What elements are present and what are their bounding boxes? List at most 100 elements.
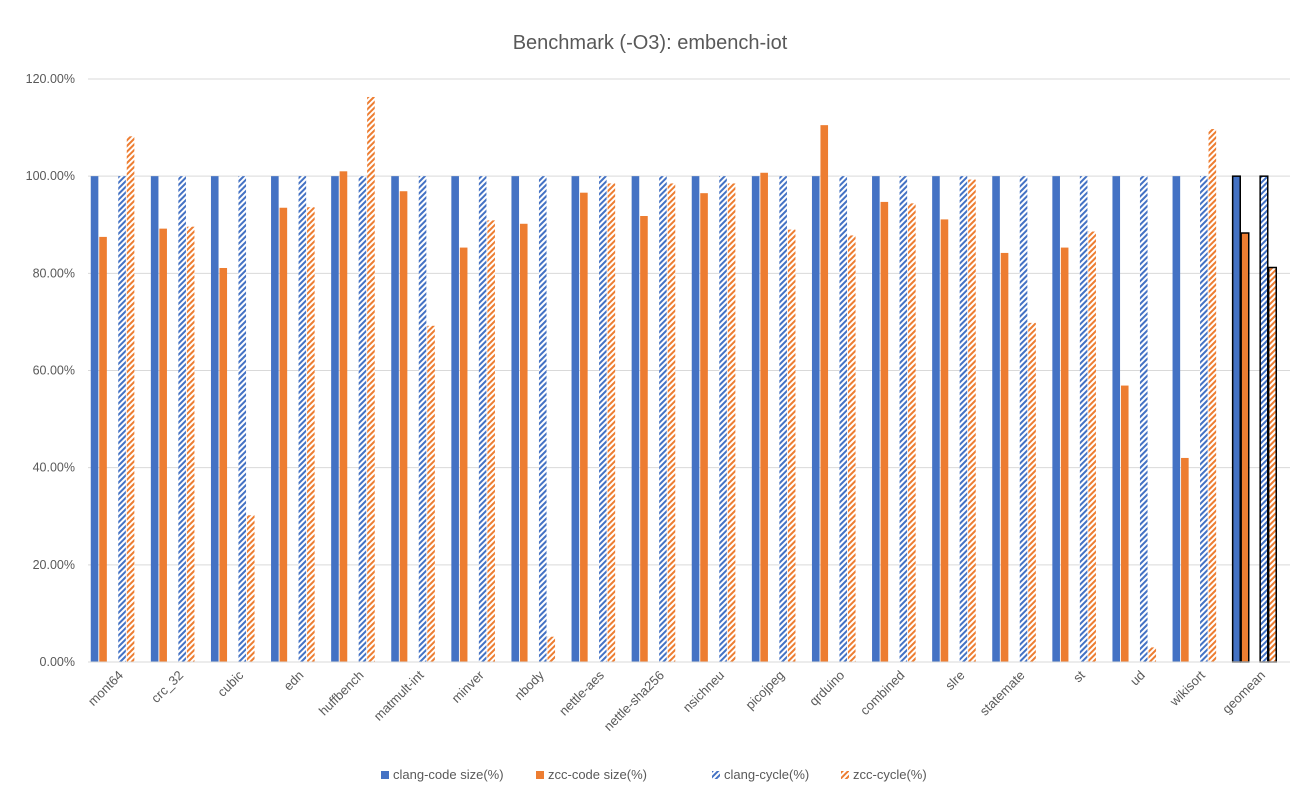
- bar-qrduino-series-1: [820, 125, 829, 662]
- bar-nettle-aes-series-2: [599, 176, 607, 662]
- y-tick-label: 40.00%: [33, 461, 75, 475]
- bar-nettle-sha256-series-1: [640, 216, 648, 662]
- bar-crc_32-series-1: [159, 228, 167, 663]
- bar-crc_32-series-0: [150, 176, 159, 662]
- bar-geomean-series-2: [1259, 175, 1269, 663]
- bar-wikisort-series-1: [1181, 457, 1189, 662]
- bar-slre-series-3: [968, 179, 976, 662]
- x-category-label: edn: [281, 668, 307, 694]
- bar-cubic-series-1: [219, 267, 228, 662]
- x-category-label: ud: [1127, 668, 1148, 689]
- legend-swatch: [536, 771, 544, 779]
- bar-combined-series-1: [880, 201, 889, 662]
- bar-st-series-0: [1052, 176, 1060, 662]
- legend-swatch: [712, 771, 720, 779]
- bar-mont64-series-2: [118, 176, 126, 662]
- legend-swatch: [841, 771, 849, 779]
- bar-matmult-int-series-1: [399, 191, 408, 663]
- x-category-label: geomean: [1219, 668, 1268, 717]
- bar-edn-series-1: [279, 207, 288, 662]
- y-tick-label: 80.00%: [33, 266, 75, 280]
- bar-huffbench-series-3: [367, 96, 375, 662]
- bar-nettle-sha256-series-0: [631, 176, 640, 662]
- bar-nbody-series-3: [547, 636, 556, 662]
- bar-picojpeg-series-2: [779, 176, 787, 662]
- legend-label: clang-cycle(%): [724, 767, 809, 782]
- legend-swatch: [381, 771, 389, 779]
- bar-combined-series-0: [872, 176, 880, 662]
- bar-qrduino-series-2: [839, 176, 848, 662]
- x-category-label: nbody: [511, 667, 547, 703]
- bar-nsichneu-series-0: [691, 176, 700, 662]
- bar-picojpeg-series-1: [760, 172, 768, 662]
- bar-combined-series-2: [899, 176, 908, 662]
- bar-mont64-series-0: [90, 176, 99, 662]
- x-category-label: combined: [857, 668, 907, 718]
- bar-picojpeg-series-3: [787, 229, 796, 662]
- x-category-label: qrduino: [806, 668, 847, 709]
- bar-st-series-2: [1079, 176, 1088, 662]
- bar-minver-series-3: [487, 220, 495, 662]
- bars: [90, 96, 1278, 663]
- legend-label: clang-code size(%): [393, 767, 504, 782]
- x-category-label: wikisort: [1166, 667, 1208, 709]
- x-category-label: cubic: [214, 667, 246, 699]
- bar-crc_32-series-2: [178, 176, 186, 662]
- bar-nettle-aes-series-0: [571, 176, 580, 662]
- bar-crc_32-series-3: [186, 226, 195, 662]
- bar-wikisort-series-0: [1172, 176, 1181, 662]
- bar-cubic-series-2: [238, 176, 247, 662]
- x-category-label: mont64: [85, 668, 126, 709]
- bar-statemate-series-1: [1000, 252, 1009, 662]
- x-category-label: picojpeg: [742, 668, 787, 713]
- bar-slre-series-2: [959, 176, 968, 662]
- bar-combined-series-3: [908, 203, 916, 662]
- bar-mont64-series-3: [126, 136, 135, 662]
- bar-nbody-series-2: [538, 176, 547, 662]
- bar-ud-series-2: [1139, 176, 1148, 662]
- bar-slre-series-0: [932, 176, 940, 662]
- bar-cubic-series-0: [210, 176, 219, 662]
- bar-huffbench-series-2: [358, 176, 367, 662]
- bar-nsichneu-series-3: [727, 183, 736, 662]
- y-tick-label: 60.00%: [33, 364, 75, 378]
- bar-wikisort-series-3: [1208, 129, 1217, 662]
- gridlines: [88, 78, 1290, 566]
- bar-nettle-sha256-series-2: [659, 176, 667, 662]
- bar-wikisort-series-2: [1200, 176, 1208, 662]
- bar-nbody-series-1: [519, 223, 528, 663]
- bar-huffbench-series-1: [339, 171, 348, 662]
- legend: clang-code size(%) zcc-code size(%) clang-…: [381, 767, 927, 782]
- bar-matmult-int-series-0: [391, 176, 399, 662]
- bar-nsichneu-series-1: [700, 193, 708, 662]
- legend-label: zcc-code size(%): [548, 767, 647, 782]
- bar-nbody-series-0: [511, 176, 520, 662]
- bar-ud-series-1: [1120, 385, 1129, 662]
- bar-geomean-series-3: [1267, 266, 1278, 663]
- bar-ud-series-3: [1148, 647, 1157, 662]
- bar-mont64-series-1: [99, 236, 107, 663]
- bar-nettle-sha256-series-3: [667, 183, 676, 662]
- bar-ud-series-0: [1112, 176, 1121, 662]
- y-tick-label: 120.00%: [26, 72, 75, 86]
- x-category-label: statemate: [977, 668, 1028, 719]
- bar-nettle-aes-series-1: [580, 192, 588, 662]
- bar-matmult-int-series-2: [418, 176, 427, 662]
- bar-st-series-3: [1088, 231, 1096, 662]
- x-category-label: slre: [942, 668, 967, 693]
- bar-qrduino-series-0: [811, 176, 820, 662]
- bar-nsichneu-series-2: [719, 176, 727, 662]
- y-axis-tick-labels: 0.00% 20.00% 40.00% 60.00% 80.00% 100.00% 120.…: [26, 72, 75, 669]
- bar-statemate-series-0: [992, 176, 1000, 662]
- x-category-label: crc_32: [148, 668, 186, 706]
- bar-slre-series-1: [940, 219, 949, 663]
- chart-title: Benchmark (-O3): embench-iot: [513, 32, 788, 54]
- bar-minver-series-0: [451, 176, 459, 662]
- x-category-label: huffbench: [316, 668, 367, 719]
- bar-nettle-aes-series-3: [607, 183, 616, 662]
- bar-minver-series-1: [459, 247, 468, 662]
- y-tick-label: 20.00%: [33, 558, 75, 572]
- y-tick-label: 100.00%: [26, 169, 75, 183]
- bar-statemate-series-3: [1028, 322, 1036, 662]
